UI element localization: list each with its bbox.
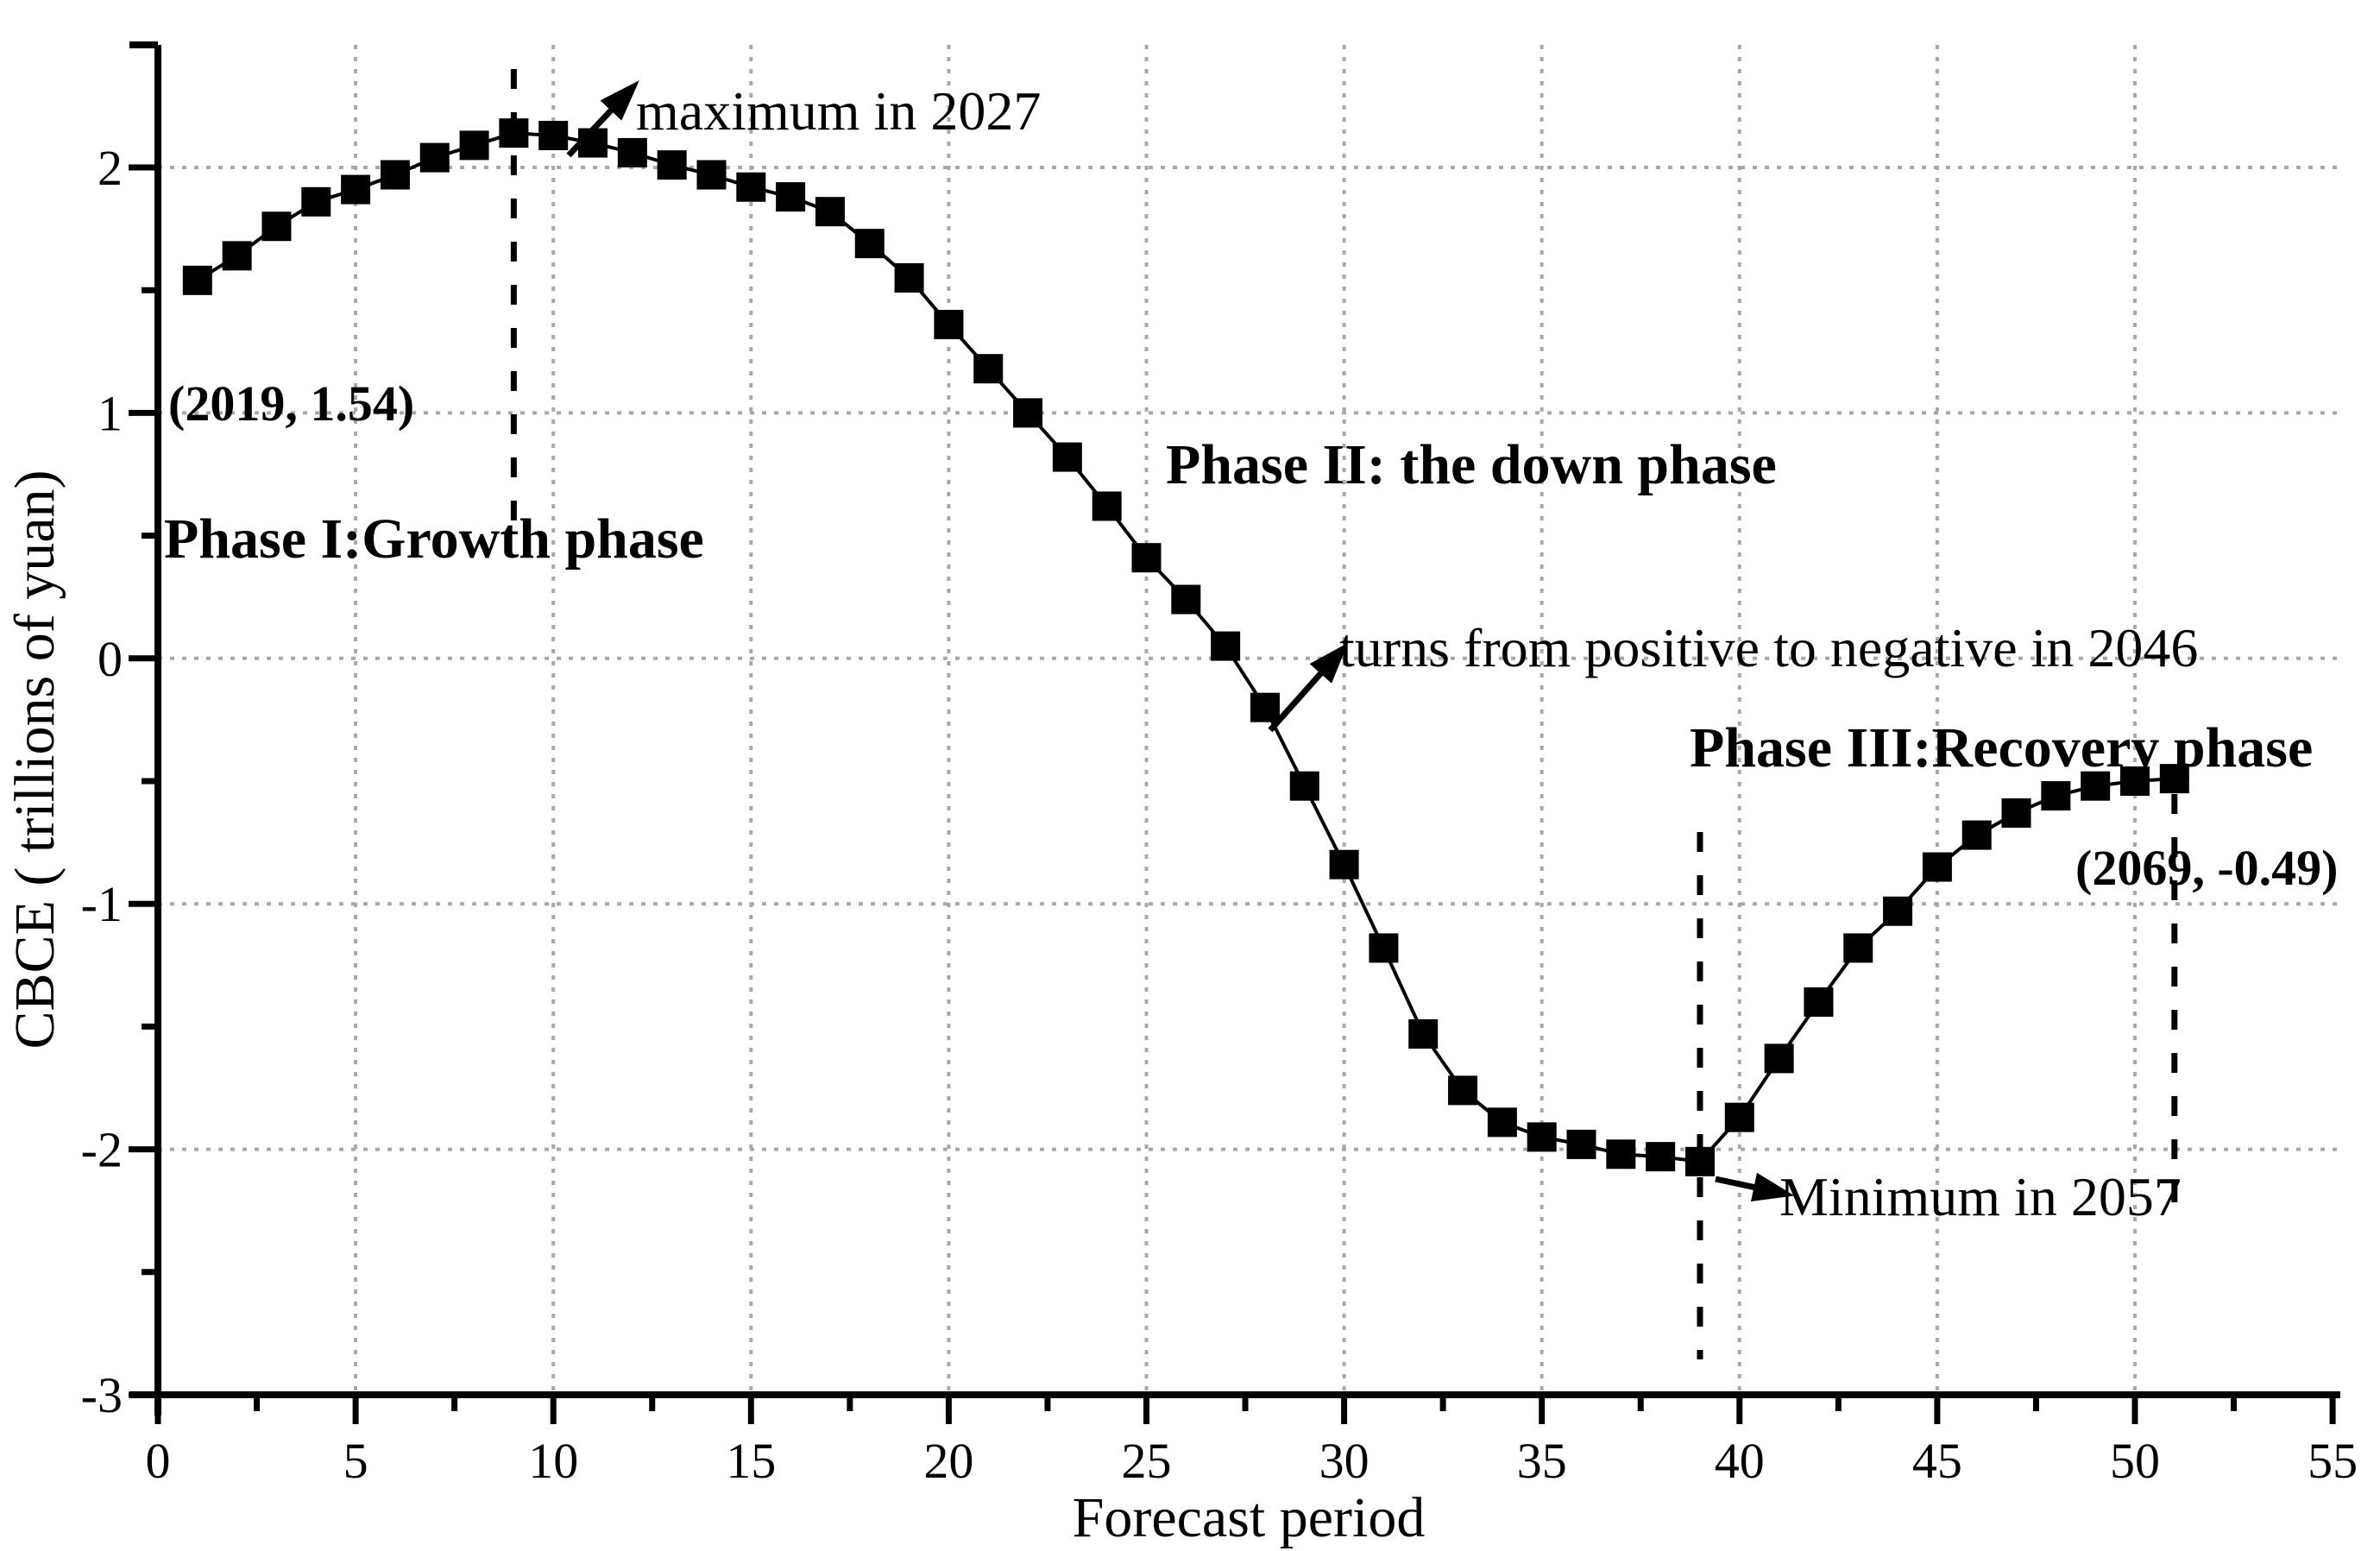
data-point-marker — [617, 137, 647, 167]
x-tick-label: 35 — [1517, 1433, 1567, 1489]
annotation-arrow-head — [600, 80, 639, 121]
data-point-marker — [1013, 398, 1043, 428]
data-point-marker — [182, 265, 212, 295]
phase3-label: Phase III:Recovery phase — [1690, 716, 2313, 779]
data-point-marker — [657, 150, 687, 180]
annotation-minimum: Minimum in 2057 — [1779, 1166, 2182, 1227]
data-point-marker — [2081, 771, 2111, 801]
data-point-marker — [222, 241, 252, 271]
data-point-marker — [341, 174, 371, 205]
data-point-marker — [696, 160, 727, 190]
x-tick-label: 5 — [343, 1433, 368, 1489]
data-point-marker — [1250, 692, 1280, 722]
end-point-label: (2069, -0.49) — [2075, 840, 2338, 896]
phase1-label: Phase I:Growth phase — [164, 508, 704, 571]
annotation-turns-negative: turns from positive to negative in 2046 — [1339, 617, 2198, 678]
data-point-marker — [1646, 1142, 1676, 1172]
annotation-arrow-shaft — [566, 100, 620, 158]
gridlines — [158, 45, 2340, 1395]
data-series — [182, 118, 2189, 1176]
y-tick-label: 1 — [98, 385, 123, 441]
data-point-marker — [1843, 933, 1873, 963]
data-point-marker — [1487, 1107, 1517, 1138]
phase2-label: Phase II: the down phase — [1166, 433, 1777, 496]
data-point-marker — [1289, 771, 1319, 801]
data-point-marker — [934, 310, 964, 340]
phase-boundary-lines — [510, 69, 2178, 1359]
annotation-arrows — [566, 80, 1795, 1202]
data-point-marker — [1724, 1102, 1754, 1132]
data-point-marker — [736, 172, 766, 202]
annotation-arrow-shaft — [1268, 664, 1330, 733]
data-point-marker — [538, 121, 569, 151]
data-point-marker — [1804, 987, 1834, 1017]
x-tick-label: 40 — [1715, 1433, 1765, 1489]
data-point-marker — [1883, 896, 1913, 926]
data-point-marker — [2041, 781, 2071, 811]
data-point-marker — [261, 211, 292, 242]
data-point-marker — [2001, 798, 2031, 828]
x-tick-label: 45 — [1912, 1433, 1962, 1489]
start-point-label: (2019, 1.54) — [168, 375, 414, 432]
data-point-marker — [1448, 1075, 1478, 1106]
data-point-marker — [1052, 442, 1082, 472]
data-point-marker — [301, 186, 331, 217]
data-point-marker — [1408, 1018, 1439, 1049]
data-point-marker — [459, 130, 489, 161]
data-point-marker — [1092, 491, 1122, 521]
x-tick-label: 20 — [923, 1433, 973, 1489]
data-point-marker — [1606, 1139, 1636, 1170]
data-point-marker — [973, 354, 1004, 384]
y-tick-label: -1 — [81, 876, 123, 932]
data-point-marker — [1566, 1129, 1596, 1159]
data-point-marker — [419, 142, 450, 173]
data-point-marker — [1211, 631, 1241, 661]
x-tick-label: 25 — [1122, 1433, 1172, 1489]
data-point-marker — [2159, 764, 2189, 794]
data-point-marker — [1684, 1146, 1715, 1176]
x-tick-label: 50 — [2110, 1433, 2160, 1489]
annotation-maximum: maximum in 2027 — [636, 80, 1041, 142]
data-point-marker — [380, 160, 410, 190]
data-point-marker — [1329, 849, 1359, 880]
y-tick-label: -2 — [81, 1122, 123, 1178]
y-tick-label: 2 — [98, 140, 123, 196]
data-point-marker — [1764, 1043, 1794, 1074]
data-point-marker — [1922, 852, 1952, 882]
data-point-marker — [776, 182, 806, 212]
y-tick-label: 0 — [98, 631, 123, 687]
data-point-marker — [1961, 820, 1992, 850]
data-point-marker — [815, 197, 845, 227]
annotations: maximum in 2027 turns from positive to n… — [3, 80, 2338, 1549]
annotation-arrow-head — [1750, 1172, 1795, 1202]
data-point-marker — [2120, 766, 2150, 796]
data-point-marker — [1369, 933, 1399, 963]
data-point-marker — [1171, 584, 1201, 615]
x-tick-label: 15 — [726, 1433, 776, 1489]
annotation-arrow-head — [1309, 642, 1349, 684]
y-tick-label: -3 — [81, 1367, 123, 1423]
data-point-marker — [1131, 543, 1162, 573]
data-point-marker — [1527, 1122, 1557, 1152]
data-point-marker — [499, 118, 529, 148]
x-tick-label: 55 — [2308, 1433, 2358, 1489]
data-point-marker — [854, 229, 885, 259]
x-axis-title: Forecast period — [1073, 1486, 1426, 1549]
x-tick-label: 0 — [146, 1433, 171, 1489]
x-tick-label: 10 — [528, 1433, 578, 1489]
y-axis-title: CBCE ( trillions of yuan) — [3, 470, 66, 1050]
x-tick-label: 30 — [1319, 1433, 1369, 1489]
data-point-marker — [894, 262, 924, 293]
